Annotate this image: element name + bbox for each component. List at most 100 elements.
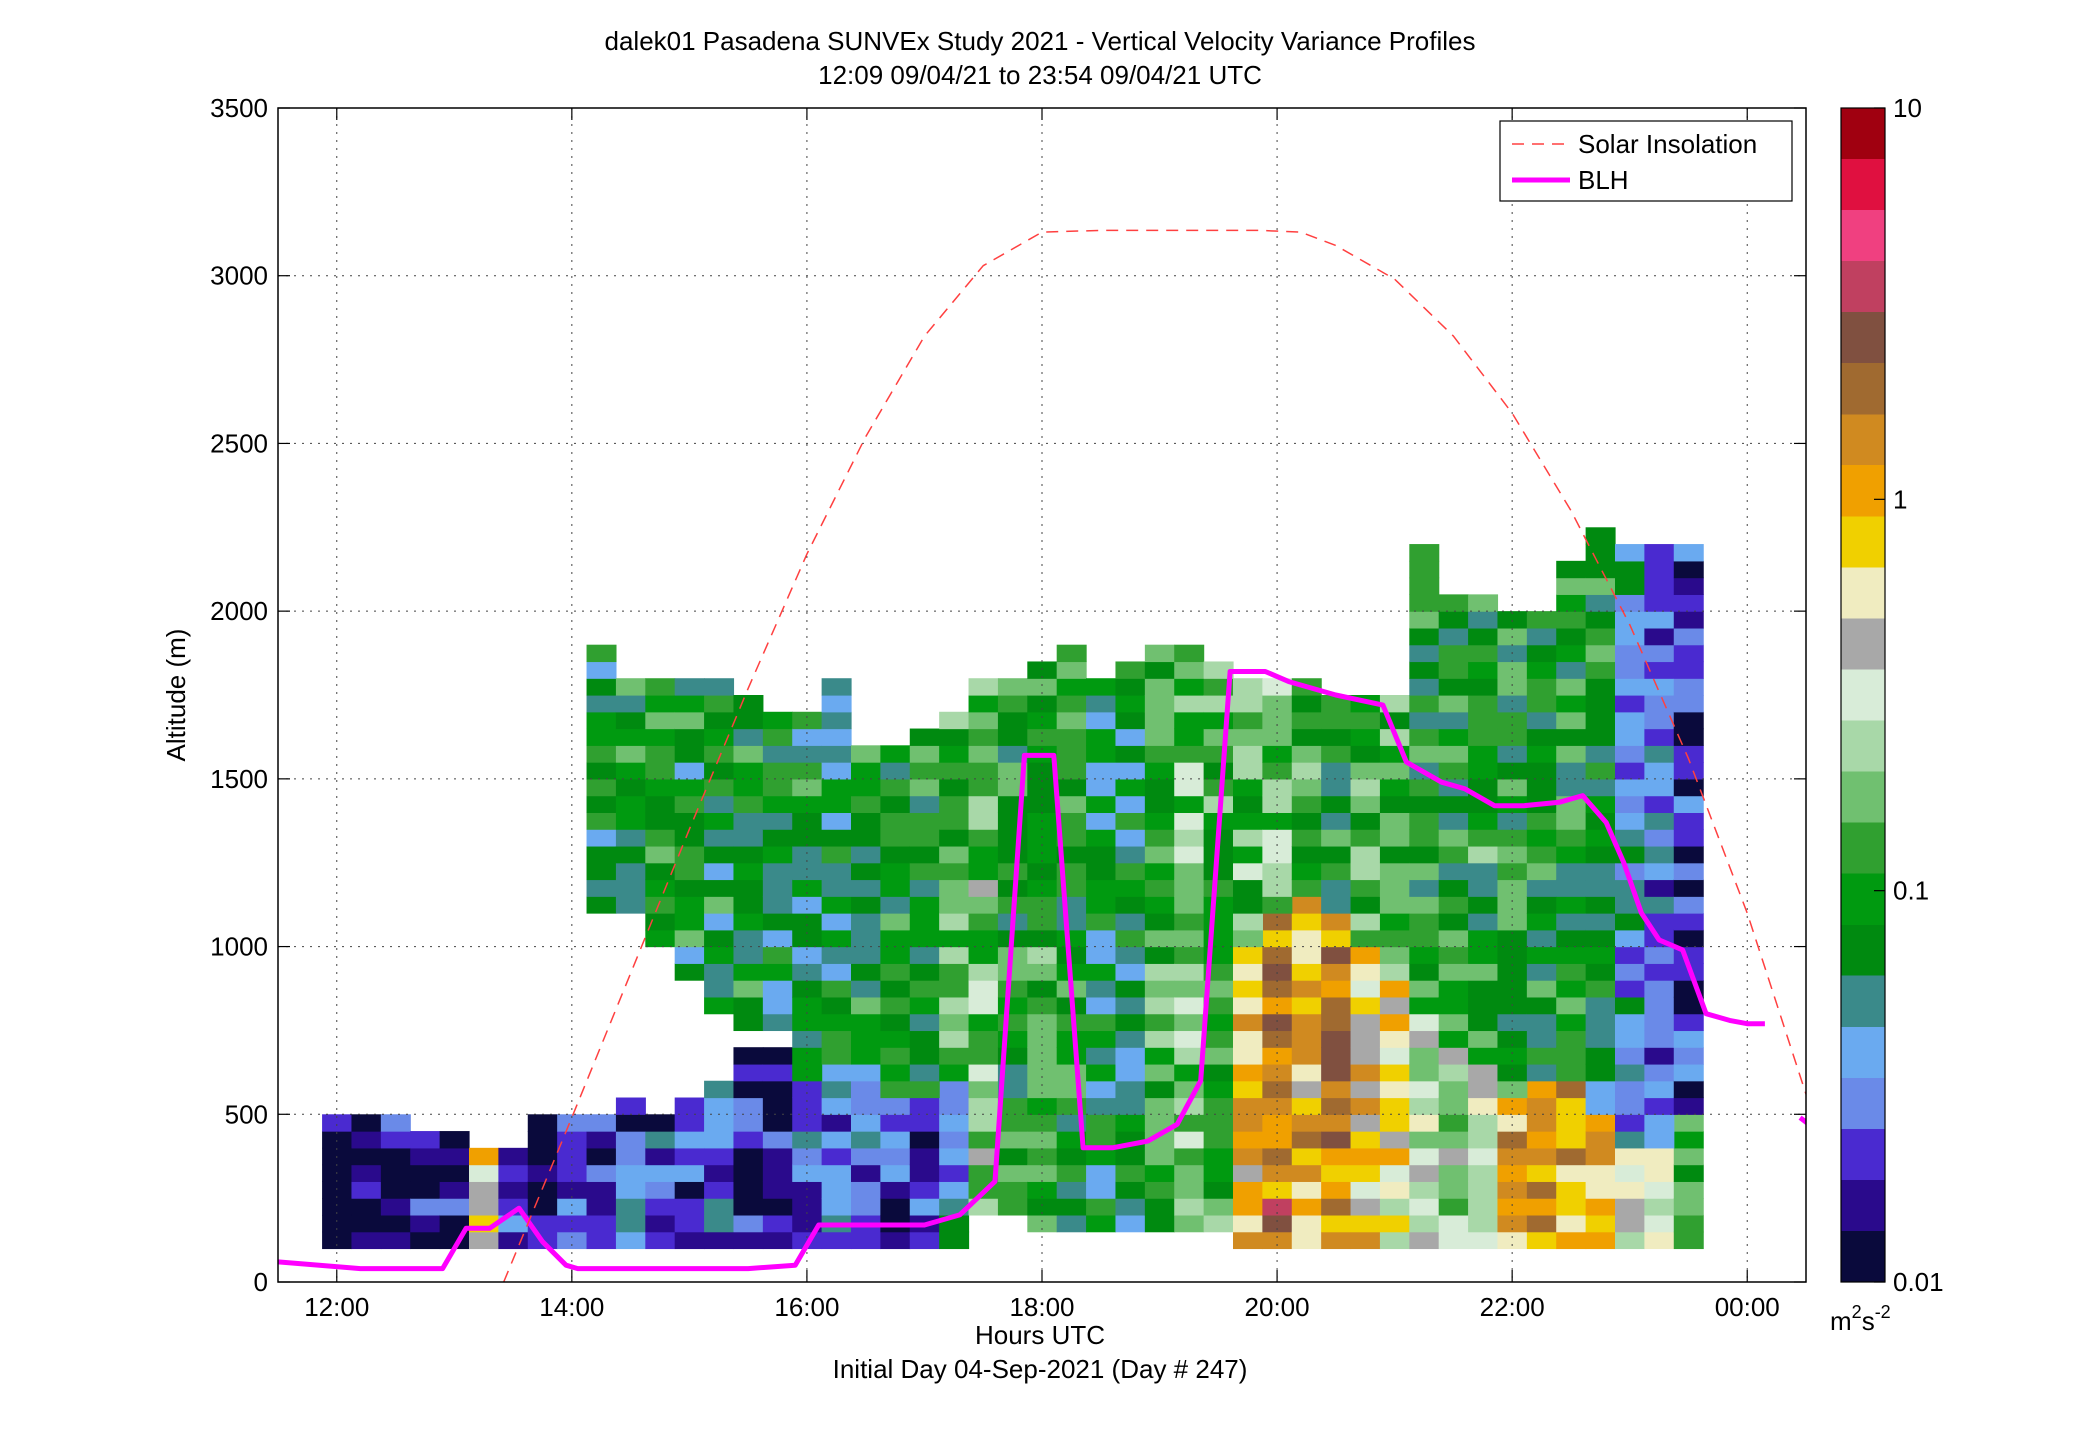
variance-cell bbox=[1673, 627, 1704, 646]
variance-cell bbox=[1585, 1198, 1616, 1216]
variance-cell bbox=[1644, 996, 1675, 1015]
variance-cell bbox=[1321, 980, 1352, 998]
variance-cell bbox=[1526, 996, 1557, 1015]
variance-cell bbox=[880, 778, 911, 797]
variance-cell bbox=[1233, 1063, 1263, 1082]
variance-cell bbox=[1673, 1147, 1704, 1166]
variance-cell bbox=[1585, 1047, 1616, 1065]
variance-cell bbox=[1615, 1181, 1645, 1199]
variance-cell bbox=[1233, 1231, 1263, 1250]
variance-cell bbox=[968, 795, 999, 813]
variance-cell bbox=[615, 829, 646, 847]
variance-cell bbox=[821, 963, 852, 981]
variance-cell bbox=[1321, 946, 1352, 964]
variance-cell bbox=[762, 795, 793, 813]
variance-cell bbox=[821, 678, 852, 696]
variance-cell bbox=[968, 1013, 999, 1032]
variance-cell bbox=[1615, 1164, 1645, 1182]
x-tick-label: 00:00 bbox=[1715, 1292, 1780, 1322]
variance-cell bbox=[557, 1131, 588, 1149]
y-tick-label: 1000 bbox=[210, 932, 268, 962]
variance-cell bbox=[1144, 812, 1175, 830]
variance-cell bbox=[762, 946, 793, 964]
variance-cell bbox=[1291, 1214, 1322, 1233]
variance-cell bbox=[1321, 929, 1352, 948]
variance-cell bbox=[1468, 913, 1499, 931]
variance-cell bbox=[909, 1013, 940, 1032]
variance-cell bbox=[1144, 1030, 1175, 1048]
variance-cell bbox=[762, 1114, 793, 1132]
variance-cell bbox=[1409, 1131, 1440, 1149]
variance-cell bbox=[1585, 711, 1616, 730]
variance-cell bbox=[1291, 1114, 1322, 1132]
variance-cell bbox=[1233, 913, 1263, 931]
variance-cell bbox=[733, 1131, 764, 1149]
variance-cell bbox=[909, 778, 940, 797]
variance-cell bbox=[410, 1198, 441, 1216]
variance-cell bbox=[1409, 544, 1440, 562]
variance-cell bbox=[1438, 1063, 1469, 1082]
variance-cell bbox=[1350, 980, 1381, 998]
variance-cell bbox=[939, 896, 970, 914]
variance-cell bbox=[909, 1131, 940, 1149]
variance-cell bbox=[1086, 845, 1117, 864]
variance-cell bbox=[645, 728, 676, 746]
variance-cell bbox=[704, 1181, 735, 1199]
variance-cell bbox=[1203, 913, 1234, 931]
variance-cell bbox=[1086, 1047, 1117, 1065]
variance-cell bbox=[792, 929, 823, 948]
variance-cell bbox=[704, 980, 735, 998]
variance-cell bbox=[1556, 762, 1587, 780]
variance-cell bbox=[968, 812, 999, 830]
variance-cell bbox=[1673, 1063, 1704, 1082]
variance-cell bbox=[1233, 1181, 1263, 1199]
variance-cell bbox=[851, 1080, 881, 1099]
variance-cell bbox=[1438, 627, 1469, 646]
variance-cell bbox=[674, 1097, 705, 1115]
variance-cell bbox=[704, 963, 735, 981]
variance-cell bbox=[1526, 929, 1557, 948]
variance-cell bbox=[1468, 1181, 1499, 1199]
variance-cell bbox=[1409, 1181, 1440, 1199]
variance-cell bbox=[1321, 1063, 1352, 1082]
variance-cell bbox=[1409, 695, 1440, 713]
variance-cell bbox=[1409, 1063, 1440, 1082]
variance-cell bbox=[733, 1047, 764, 1065]
variance-cell bbox=[1027, 778, 1058, 797]
variance-cell bbox=[1585, 1063, 1616, 1082]
variance-cell bbox=[674, 1214, 705, 1233]
variance-cell bbox=[557, 1231, 588, 1250]
variance-cell bbox=[1027, 678, 1058, 696]
colorbar-unit-sup2: -2 bbox=[1875, 1302, 1891, 1322]
variance-cell bbox=[733, 728, 764, 746]
variance-cell bbox=[1615, 1047, 1645, 1065]
variance-cell bbox=[1027, 1097, 1058, 1115]
variance-cell bbox=[1409, 829, 1440, 847]
variance-cell bbox=[851, 996, 881, 1015]
variance-cell bbox=[1585, 1030, 1616, 1048]
variance-cell bbox=[909, 963, 940, 981]
variance-cell bbox=[1526, 913, 1557, 931]
variance-cell bbox=[821, 795, 852, 813]
variance-cell bbox=[1115, 829, 1146, 847]
variance-cell bbox=[939, 778, 970, 797]
variance-cell bbox=[1585, 879, 1616, 897]
variance-cell bbox=[1585, 1097, 1616, 1115]
variance-cell bbox=[792, 879, 823, 897]
variance-cell bbox=[1526, 1097, 1557, 1115]
variance-cell bbox=[1379, 1097, 1410, 1115]
solar-insolation-line bbox=[503, 229, 1806, 1282]
variance-cell bbox=[792, 778, 823, 797]
variance-cell bbox=[1438, 1080, 1469, 1099]
variance-cell bbox=[1203, 1080, 1234, 1099]
variance-cell bbox=[1409, 1147, 1440, 1166]
variance-cell bbox=[1291, 1063, 1322, 1082]
variance-cell bbox=[1291, 980, 1322, 998]
variance-cell bbox=[1350, 829, 1381, 847]
variance-cell bbox=[821, 862, 852, 881]
variance-cell bbox=[909, 862, 940, 881]
variance-cell bbox=[792, 711, 823, 730]
variance-cell bbox=[1409, 678, 1440, 696]
variance-cell bbox=[1086, 829, 1117, 847]
variance-cell bbox=[1644, 1047, 1675, 1065]
